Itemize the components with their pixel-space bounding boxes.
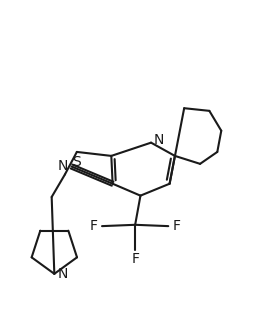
Text: N: N — [58, 160, 68, 173]
Text: F: F — [90, 219, 98, 233]
Text: F: F — [131, 252, 139, 266]
Text: N: N — [154, 133, 164, 147]
Text: F: F — [172, 219, 180, 233]
Text: N: N — [58, 267, 68, 281]
Text: S: S — [72, 155, 81, 169]
